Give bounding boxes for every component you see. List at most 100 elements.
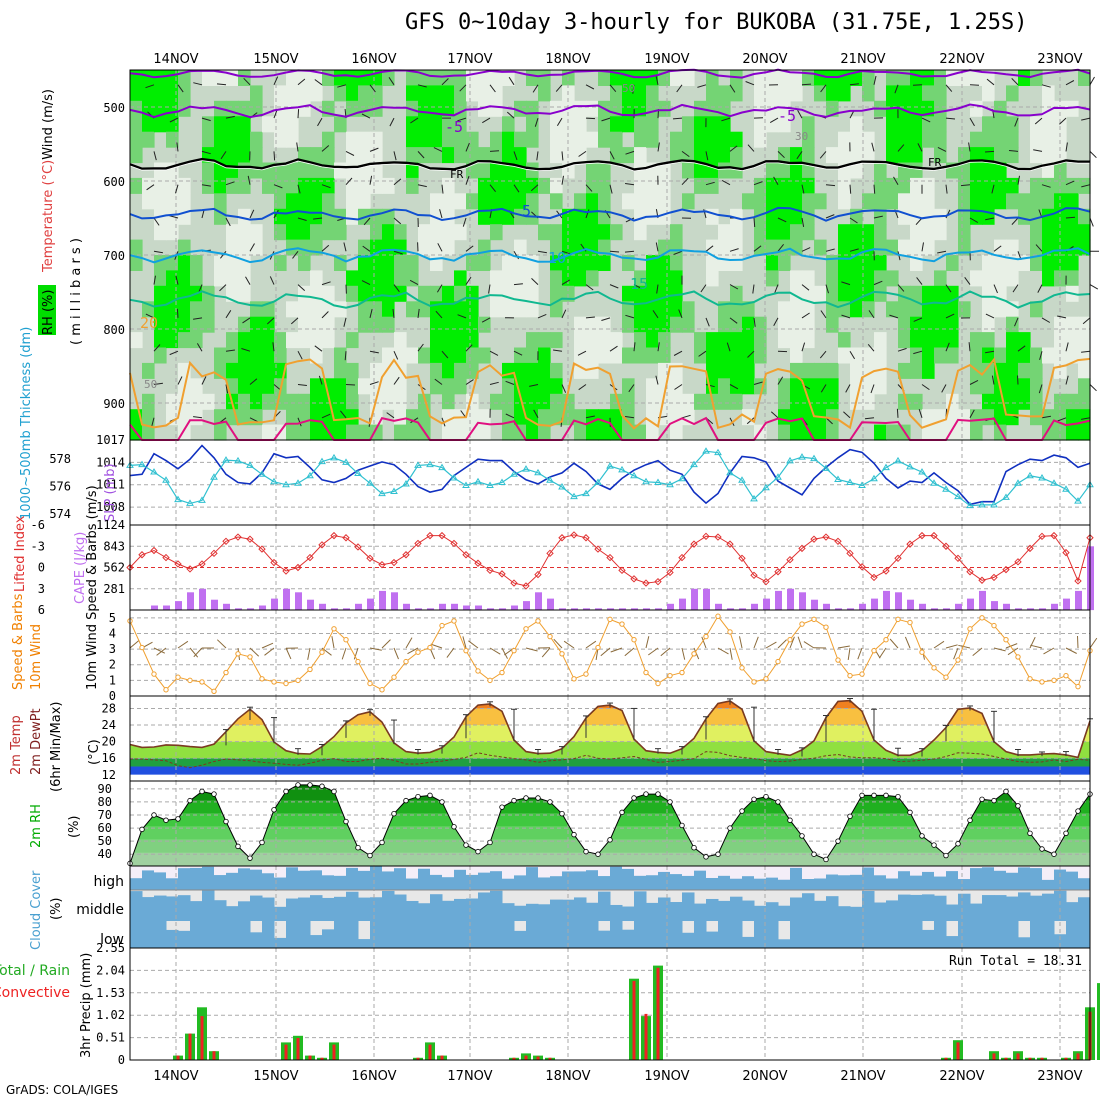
rh-cell	[1018, 208, 1031, 225]
wind-barb	[897, 284, 905, 292]
precip-total-bar	[1097, 983, 1100, 1060]
rh-cell	[310, 409, 323, 426]
rh-cell	[250, 378, 263, 395]
rh-band-5	[130, 787, 1090, 801]
wind-barb	[753, 381, 763, 385]
rh-cell	[250, 85, 263, 102]
rh-cell	[274, 116, 287, 133]
rh-cell	[382, 224, 395, 241]
rh-cell	[454, 332, 467, 349]
contour-label-minus5: -5	[445, 118, 463, 136]
rh-cell	[778, 193, 791, 210]
wind-barb	[297, 284, 306, 291]
cape-bar	[1063, 598, 1070, 610]
rh-cell	[442, 193, 455, 210]
cloud-low-bar	[250, 932, 263, 948]
precip-tick-label: 2.55	[96, 941, 125, 955]
precip-convective-bar	[644, 1013, 648, 1060]
rh-cell	[826, 378, 839, 395]
cloud-low-bar	[514, 930, 527, 948]
rh-cell	[550, 116, 563, 133]
rh-cell	[802, 316, 815, 333]
cloud-low-bar	[310, 935, 323, 948]
rh-cell	[754, 116, 767, 133]
wind10m-barb	[489, 647, 501, 655]
rh-cell	[346, 85, 359, 102]
rh-cell	[946, 347, 959, 364]
wind-barb	[561, 250, 571, 255]
wind-barb	[849, 217, 858, 224]
rh-cell	[394, 332, 407, 349]
wind10m-barb	[193, 647, 203, 658]
rh-cell	[406, 424, 419, 441]
precip-convective-bar	[428, 1044, 432, 1060]
rh-cell	[550, 177, 563, 194]
rh-point	[151, 812, 157, 818]
wind10m-point	[151, 671, 157, 677]
rh-cell	[442, 85, 455, 102]
rh-point	[487, 839, 493, 846]
rh-cell	[166, 177, 179, 194]
rh-cell	[634, 270, 647, 287]
wind-barb	[363, 217, 371, 226]
rh-cell	[442, 131, 455, 148]
rh-cell	[718, 162, 731, 179]
rh-cell	[862, 347, 875, 364]
wind-barb	[921, 242, 924, 252]
rh-cell	[838, 239, 851, 256]
rh-cell	[214, 208, 227, 225]
rh-cell	[538, 393, 551, 410]
rh-cell	[442, 424, 455, 441]
wind10m-barb	[585, 640, 597, 649]
cape-bar	[499, 608, 506, 610]
rh-cell	[586, 193, 599, 210]
wind-barb	[1014, 317, 1019, 327]
rh-cell	[634, 316, 647, 333]
rh-cell	[874, 424, 887, 441]
rh-cell	[334, 70, 347, 86]
cape-bar	[307, 599, 314, 610]
rh-cell	[634, 193, 647, 210]
rh-cell	[790, 162, 803, 179]
wind-barb	[656, 284, 659, 294]
rh-cell	[898, 362, 911, 379]
rh-cell	[598, 224, 611, 241]
rh-cell	[142, 409, 155, 426]
cloud-high-bar	[862, 867, 875, 890]
rh-cell	[178, 332, 191, 349]
rh-cell	[166, 193, 179, 210]
rh-point	[571, 831, 577, 838]
rh-cell	[538, 362, 551, 379]
rh-cell	[358, 85, 371, 102]
wind-barb	[489, 381, 499, 385]
footer-credit: GrADS: COLA/IGES	[6, 1083, 119, 1097]
cloud-low-bar	[790, 921, 803, 948]
date-label-bottom: 18NOV	[545, 1069, 590, 1084]
cape-bar	[1027, 608, 1034, 610]
rh-cell	[1078, 393, 1091, 410]
cloud-low-bar	[178, 930, 191, 948]
rh-cell	[370, 362, 383, 379]
rh-cell	[862, 224, 875, 241]
cloud-low-bar	[274, 937, 287, 948]
rh-cell	[370, 162, 383, 179]
wind-barb	[530, 184, 539, 192]
rh-cell	[550, 224, 563, 241]
cloud-low-bar	[838, 921, 851, 948]
cloud-low-bar	[442, 921, 455, 948]
rh-cell	[202, 393, 215, 410]
rh-cell	[142, 424, 155, 441]
precip-tick-label: 1.02	[96, 1008, 125, 1022]
contour-20	[129, 357, 1091, 430]
rh-cell	[718, 347, 731, 364]
rh-cell	[286, 332, 299, 349]
wind-barb	[169, 117, 179, 123]
rh-cell	[238, 409, 251, 426]
rh-cell	[226, 270, 239, 287]
wind-barb	[1041, 415, 1051, 419]
rh-cell	[370, 270, 383, 287]
wind-barb	[146, 184, 155, 191]
slp-point	[174, 495, 182, 503]
rh-cell	[526, 332, 539, 349]
slp-point	[678, 474, 686, 482]
